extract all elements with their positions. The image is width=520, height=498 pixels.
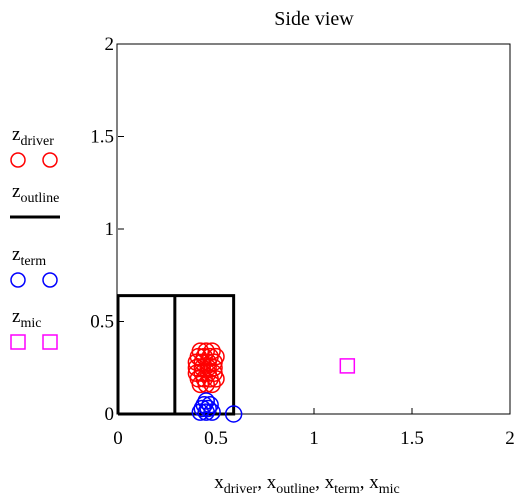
y-tick-label: 1.5 [90,127,114,148]
legend: zdriver zoutline zterm zmic [10,124,60,350]
term-point [197,392,215,410]
legend-label-term: zterm [12,244,46,269]
legend-label-outline: zoutline [12,181,59,206]
legend-marker [42,152,58,168]
driver-point [191,375,210,394]
driver-point [207,370,225,388]
driver-point [203,375,221,394]
term-point [195,396,213,414]
legend-marker [10,334,26,350]
x-axis-label: xdriver, xoutline, xterm, xmic [214,472,399,497]
legend-label-driver: zdriver [12,124,54,149]
driver-point [199,353,217,371]
y-tick-label: 2 [105,34,115,55]
term-point [201,396,219,414]
driver-point [205,353,223,371]
term-point [224,405,243,423]
legend-marker [10,272,26,288]
y-tick-label: 0 [105,404,115,425]
outline-segment [116,294,236,416]
x-tick-label: 0 [113,428,123,449]
series-layer [116,294,356,423]
mic-point [339,358,356,374]
chart-title: Side view [274,8,354,30]
y-axis-ticks: 0 0.5 1 1.5 2 [90,34,124,425]
x-tick-label: 1 [309,428,319,449]
driver-point [193,353,212,371]
y-tick-label: 1 [105,219,115,240]
legend-label-mic: zmic [12,306,41,331]
legend-marker [42,334,58,350]
x-tick-label: 1.5 [400,428,424,449]
driver-point [187,353,206,371]
y-tick-label: 0.5 [90,312,114,333]
legend-marker [10,152,26,168]
x-axis-label-text: xdriver, xoutline, xterm, xmic [214,472,399,497]
legend-marker [42,272,58,288]
driver-point [205,359,223,377]
x-tick-label: 0.5 [204,428,228,449]
term-point [199,399,217,418]
x-tick-label: 2 [505,428,515,449]
